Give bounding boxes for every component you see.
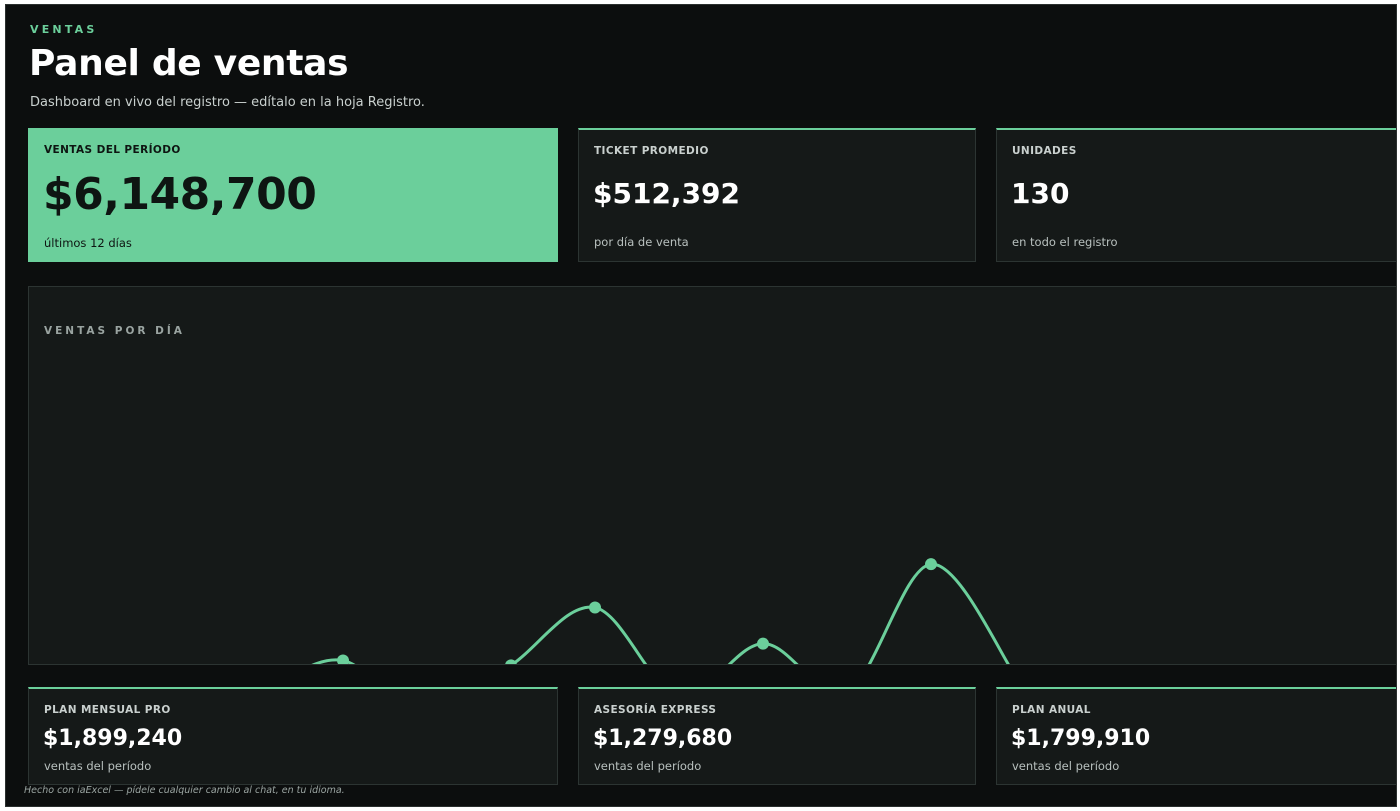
kpi-card-ticket-promedio: TICKET PROMEDIO $512,392 por día de vent… (578, 128, 976, 262)
data-point-7 (589, 601, 601, 614)
product-note: ventas del período (44, 759, 152, 773)
kpi-value: $512,392 (593, 177, 741, 210)
product-note: ventas del período (1012, 759, 1120, 773)
product-card-plan-mensual-pro: PLAN MENSUAL PRO $1,899,240 ventas del p… (28, 687, 558, 785)
kpi-label: VENTAS DEL PERÍODO (44, 144, 181, 156)
line-chart (311, 558, 1010, 664)
dashboard-frame: VENTAS Panel de ventas Dashboard en vivo… (5, 4, 1397, 807)
kpi-card-ventas-periodo: VENTAS DEL PERÍODO $6,148,700 últimos 12… (28, 128, 558, 262)
kpi-value: 130 (1011, 177, 1070, 210)
page-title: Panel de ventas (29, 43, 349, 84)
data-point-11 (925, 558, 937, 571)
product-label: PLAN MENSUAL PRO (44, 704, 171, 716)
product-note: ventas del período (594, 759, 702, 773)
kpi-value: $6,148,700 (43, 169, 317, 220)
footer-note: Hecho con iaExcel — pídele cualquier cam… (24, 785, 345, 796)
product-value: $1,279,680 (593, 726, 733, 751)
product-card-asesoria-express: ASESORÍA EXPRESS $1,279,680 ventas del p… (578, 687, 976, 785)
data-point-9 (757, 637, 769, 650)
kpi-note: últimos 12 días (44, 236, 132, 250)
kpi-note: en todo el registro (1012, 235, 1118, 249)
chart-title: VENTAS POR DÍA (44, 325, 185, 337)
product-label: PLAN ANUAL (1012, 704, 1091, 716)
series-line (311, 562, 1010, 664)
chart-card-ventas-por-dia: VENTAS POR DÍA (28, 286, 1396, 665)
data-point-4 (337, 654, 349, 664)
data-point-6 (505, 659, 517, 664)
page-subtitle: Dashboard en vivo del registro — edítalo… (30, 95, 425, 110)
product-value: $1,899,240 (43, 726, 183, 751)
series-points (337, 558, 937, 664)
product-card-plan-anual: PLAN ANUAL $1,799,910 ventas del período (996, 687, 1396, 785)
kpi-label: UNIDADES (1012, 145, 1077, 157)
kpi-note: por día de venta (594, 235, 689, 249)
kpi-card-unidades: UNIDADES 130 en todo el registro (996, 128, 1396, 262)
product-value: $1,799,910 (1011, 726, 1151, 751)
product-label: ASESORÍA EXPRESS (594, 704, 717, 716)
section-eyebrow: VENTAS (30, 23, 98, 36)
kpi-label: TICKET PROMEDIO (594, 145, 709, 157)
